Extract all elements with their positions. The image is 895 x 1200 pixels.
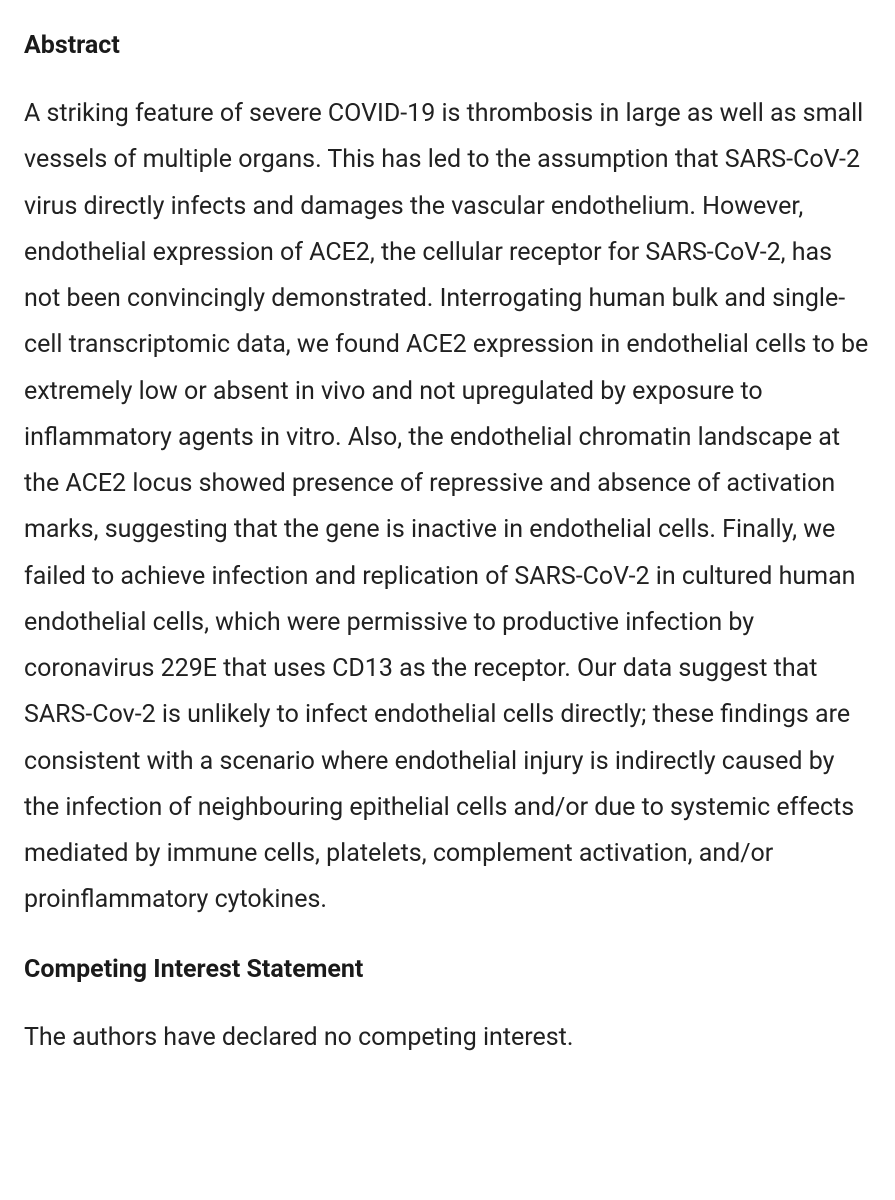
abstract-body: A striking feature of severe COVID-19 is… [24,91,871,924]
competing-interest-body: The authors have declared no competing i… [24,1015,871,1061]
abstract-heading: Abstract [24,28,871,63]
competing-interest-heading: Competing Interest Statement [24,952,871,987]
